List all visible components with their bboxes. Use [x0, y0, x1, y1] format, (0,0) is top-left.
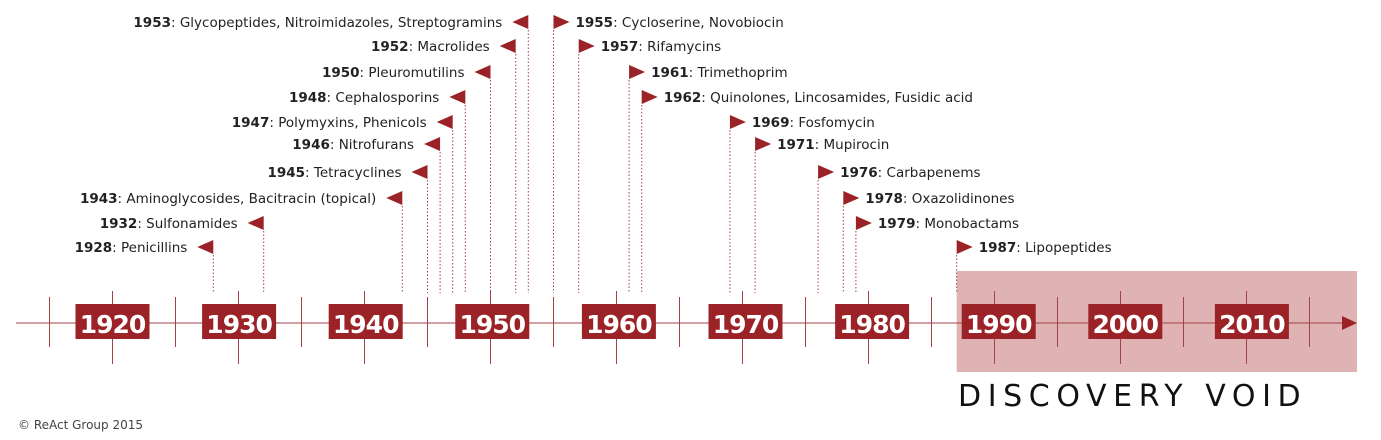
event-label: 1943: Aminoglycosides, Bacitracin (topic…	[80, 191, 376, 207]
decade-label-2000: 2000	[1088, 304, 1163, 339]
event-1961: 1961: Trimethoprim	[629, 65, 788, 81]
event-1976: 1976: Carbapenems	[818, 165, 981, 181]
event-marker	[755, 137, 772, 151]
event-label: 1953: Glycopeptides, Nitroimidazoles, St…	[133, 15, 502, 31]
event-1946: 1946: Nitrofurans	[292, 137, 441, 153]
event-1947: 1947: Polymyxins, Phenicols	[232, 115, 453, 131]
event-1952: 1952: Macrolides	[371, 39, 516, 55]
decade-box	[1214, 304, 1289, 339]
decade-box	[581, 304, 656, 339]
decade-text: 2010	[1219, 310, 1285, 339]
decade-label-1980: 1980	[835, 304, 910, 339]
event-marker	[578, 39, 595, 53]
decade-labels: 1920 1930 1940 1950 1960 1970 1980 1990 2000 2010	[75, 304, 1289, 339]
event-marker	[449, 90, 466, 104]
event-1987: 1987: Lipopeptides	[956, 240, 1112, 256]
decade-label-1930: 1930	[202, 304, 277, 339]
event-label: 1947: Polymyxins, Phenicols	[232, 115, 427, 131]
event-1950: 1950: Pleuromutilins	[322, 65, 491, 81]
decade-label-1990: 1990	[961, 304, 1036, 339]
event-marker	[411, 165, 428, 179]
event-label: 1961: Trimethoprim	[651, 65, 788, 81]
event-marker	[197, 240, 214, 254]
event-1943: 1943: Aminoglycosides, Bacitracin (topic…	[80, 191, 403, 207]
event-1932: 1932: Sulfonamides	[100, 216, 264, 232]
axis-arrowhead	[1342, 316, 1357, 330]
decade-box	[1088, 304, 1163, 339]
event-label: 1948: Cephalosporins	[289, 90, 439, 106]
event-marker	[629, 65, 646, 79]
decade-box	[202, 304, 277, 339]
event-label: 1978: Oxazolidinones	[865, 191, 1014, 207]
decade-box	[835, 304, 910, 339]
decade-text: 1980	[839, 310, 905, 339]
event-label: 1928: Penicillins	[75, 240, 188, 256]
event-label: 1945: Tetracyclines	[267, 165, 401, 181]
decade-text: 1990	[966, 310, 1032, 339]
event-marker	[641, 90, 658, 104]
event-label: 1932: Sulfonamides	[100, 216, 238, 232]
event-1928: 1928: Penicillins	[75, 240, 214, 256]
event-label: 1950: Pleuromutilins	[322, 65, 465, 81]
event-marker	[436, 115, 453, 129]
decade-text: 1920	[80, 310, 146, 339]
decade-box	[961, 304, 1036, 339]
event-leader-lines	[212, 30, 958, 293]
event-1971: 1971: Mupirocin	[755, 137, 889, 153]
event-label: 1962: Quinolones, Lincosamides, Fusidic …	[664, 90, 973, 106]
decade-box	[708, 304, 783, 339]
event-marker	[818, 165, 835, 179]
event-labels: 1953: Glycopeptides, Nitroimidazoles, St…	[75, 15, 1112, 256]
event-marker	[843, 191, 860, 205]
event-marker	[424, 137, 441, 151]
event-label: 1971: Mupirocin	[777, 137, 889, 153]
copyright-credit: © ReAct Group 2015	[18, 418, 143, 432]
decade-text: 1970	[713, 310, 779, 339]
decade-label-1920: 1920	[75, 304, 150, 339]
event-marker	[956, 240, 973, 254]
event-marker	[512, 15, 529, 29]
event-1978: 1978: Oxazolidinones	[843, 191, 1015, 207]
decade-text: 1950	[460, 310, 526, 339]
decade-box	[328, 304, 403, 339]
decade-label-1950: 1950	[455, 304, 530, 339]
decade-box	[455, 304, 530, 339]
decade-box	[75, 304, 150, 339]
event-marker	[855, 216, 872, 230]
event-1957: 1957: Rifamycins	[578, 39, 721, 55]
decade-label-1940: 1940	[328, 304, 403, 339]
event-marker	[247, 216, 264, 230]
event-marker	[499, 39, 516, 53]
event-marker	[474, 65, 491, 79]
event-label: 1987: Lipopeptides	[979, 240, 1112, 256]
decade-text: 1940	[333, 310, 399, 339]
event-label: 1955: Cycloserine, Novobiocin	[576, 15, 784, 31]
event-label: 1969: Fosfomycin	[752, 115, 875, 131]
event-1953: 1953: Glycopeptides, Nitroimidazoles, St…	[133, 15, 529, 31]
event-1979: 1979: Monobactams	[855, 216, 1019, 232]
event-1969: 1969: Fosfomycin	[729, 115, 875, 131]
event-label: 1952: Macrolides	[371, 39, 490, 55]
decade-text: 1930	[206, 310, 272, 339]
event-label: 1979: Monobactams	[878, 216, 1019, 232]
event-marker	[553, 15, 570, 29]
event-label: 1957: Rifamycins	[601, 39, 721, 55]
event-1945: 1945: Tetracyclines	[267, 165, 428, 181]
event-1962: 1962: Quinolones, Lincosamides, Fusidic …	[641, 90, 973, 106]
decade-label-1970: 1970	[708, 304, 783, 339]
event-1955: 1955: Cycloserine, Novobiocin	[553, 15, 784, 31]
discovery-void-label: DISCOVERY VOID	[958, 379, 1307, 414]
event-label: 1976: Carbapenems	[840, 165, 980, 181]
decade-text: 2000	[1093, 310, 1159, 339]
event-1948: 1948: Cephalosporins	[289, 90, 466, 106]
event-label: 1946: Nitrofurans	[292, 137, 414, 153]
decade-label-1960: 1960	[581, 304, 656, 339]
decade-text: 1960	[586, 310, 652, 339]
decade-label-2010: 2010	[1214, 304, 1289, 339]
event-marker	[386, 191, 403, 205]
event-marker	[729, 115, 746, 129]
